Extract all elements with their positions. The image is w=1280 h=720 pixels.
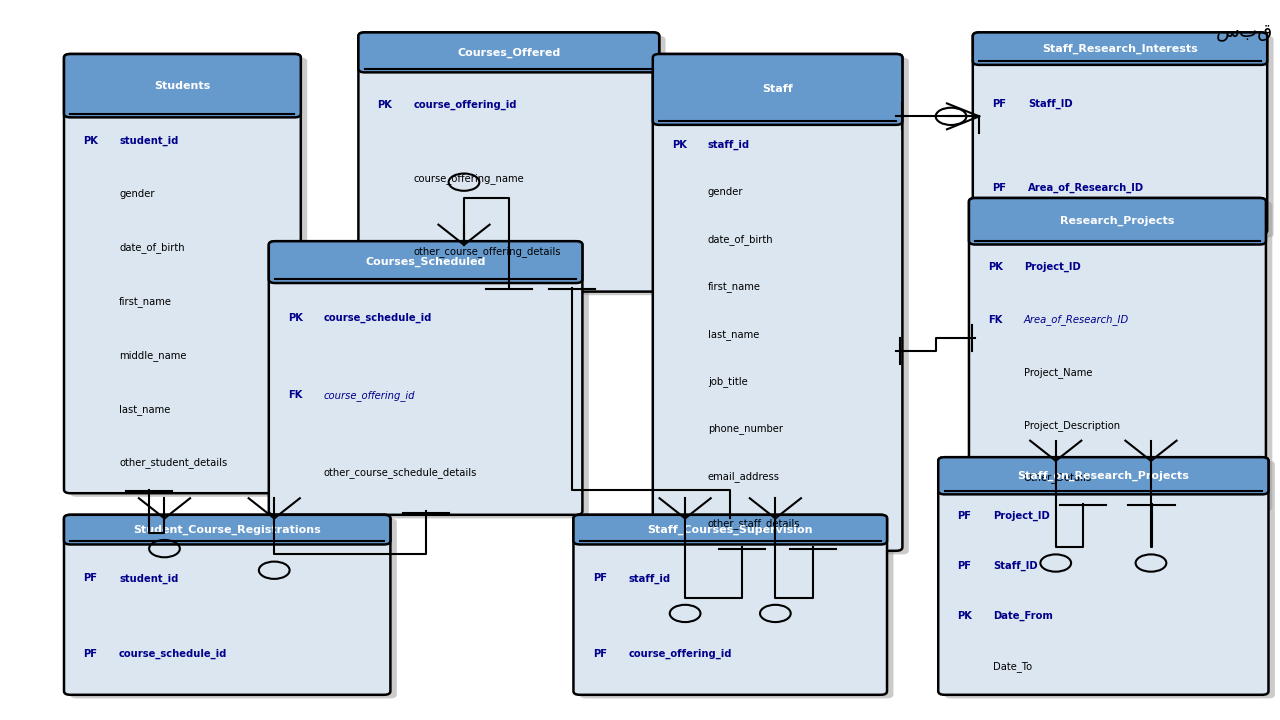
Text: job_title: job_title <box>708 376 748 387</box>
Text: PF: PF <box>957 561 972 571</box>
FancyBboxPatch shape <box>653 54 902 551</box>
Text: Courses_Offered: Courses_Offered <box>457 48 561 58</box>
Text: Staff_Research_Interests: Staff_Research_Interests <box>1042 43 1198 54</box>
Text: PF: PF <box>992 99 1006 109</box>
Text: Project_Description: Project_Description <box>1024 420 1120 431</box>
FancyBboxPatch shape <box>269 241 582 283</box>
Text: PK: PK <box>957 611 973 621</box>
Text: PK: PK <box>83 135 99 145</box>
Text: PF: PF <box>83 649 97 659</box>
FancyBboxPatch shape <box>938 457 1268 695</box>
Text: course_schedule_id: course_schedule_id <box>119 649 228 659</box>
Text: student_id: student_id <box>119 135 178 145</box>
FancyBboxPatch shape <box>973 32 1267 234</box>
Text: PK: PK <box>988 262 1004 272</box>
Text: other_staff_details: other_staff_details <box>708 518 800 529</box>
Text: FK: FK <box>288 390 302 400</box>
Text: Staff_Courses_Supervision: Staff_Courses_Supervision <box>648 524 813 535</box>
Text: PK: PK <box>672 140 687 150</box>
Text: last_name: last_name <box>119 404 170 415</box>
Text: Date_From: Date_From <box>993 611 1053 621</box>
Text: gender: gender <box>119 189 155 199</box>
FancyBboxPatch shape <box>945 461 1275 698</box>
Text: PF: PF <box>593 573 607 583</box>
Text: Research_Projects: Research_Projects <box>1060 216 1175 226</box>
FancyBboxPatch shape <box>365 36 666 295</box>
Text: Student_Course_Registrations: Student_Course_Registrations <box>133 524 321 535</box>
FancyBboxPatch shape <box>64 515 390 544</box>
Text: course_offering_id: course_offering_id <box>324 390 415 401</box>
Text: date_of_birth: date_of_birth <box>119 243 184 253</box>
Text: Area_of_Research_ID: Area_of_Research_ID <box>1028 183 1144 193</box>
Text: PK: PK <box>378 100 393 110</box>
Text: staff_id: staff_id <box>628 573 671 584</box>
Text: Project_ID: Project_ID <box>993 510 1050 521</box>
Text: Staff_on_Research_Projects: Staff_on_Research_Projects <box>1018 471 1189 481</box>
Text: first_name: first_name <box>119 296 172 307</box>
Text: PF: PF <box>957 510 972 521</box>
FancyBboxPatch shape <box>975 202 1272 511</box>
Text: PF: PF <box>83 573 97 583</box>
Text: Project_ID: Project_ID <box>1024 262 1080 272</box>
Text: other_course_schedule_details: other_course_schedule_details <box>324 467 477 478</box>
FancyBboxPatch shape <box>938 457 1268 495</box>
Text: date_of_birth: date_of_birth <box>708 234 773 245</box>
Text: staff_id: staff_id <box>708 140 750 150</box>
FancyBboxPatch shape <box>269 241 582 515</box>
FancyBboxPatch shape <box>979 36 1274 238</box>
FancyBboxPatch shape <box>653 54 902 125</box>
Text: course_schedule_id: course_schedule_id <box>324 313 433 323</box>
Text: PK: PK <box>288 313 303 323</box>
Text: gender: gender <box>708 187 744 197</box>
FancyBboxPatch shape <box>358 32 659 292</box>
FancyBboxPatch shape <box>969 198 1266 245</box>
Text: سبق: سبق <box>1216 22 1274 40</box>
FancyBboxPatch shape <box>573 515 887 695</box>
Text: other_course_offering_details: other_course_offering_details <box>413 246 561 257</box>
Text: middle_name: middle_name <box>119 350 187 361</box>
Text: course_offering_id: course_offering_id <box>628 649 732 659</box>
Text: Project_Name: Project_Name <box>1024 367 1093 378</box>
FancyBboxPatch shape <box>64 54 301 117</box>
FancyBboxPatch shape <box>358 32 659 73</box>
Text: Staff_ID: Staff_ID <box>1028 99 1073 109</box>
Text: Staff_ID: Staff_ID <box>993 561 1038 571</box>
FancyBboxPatch shape <box>64 54 301 493</box>
Text: course_offering_name: course_offering_name <box>413 173 525 184</box>
Text: Students: Students <box>155 81 210 91</box>
Text: Courses_Scheduled: Courses_Scheduled <box>365 257 486 267</box>
Text: Area_of_Research_ID: Area_of_Research_ID <box>1024 315 1129 325</box>
FancyBboxPatch shape <box>969 198 1266 508</box>
FancyBboxPatch shape <box>659 58 909 554</box>
Text: PF: PF <box>992 183 1006 193</box>
FancyBboxPatch shape <box>64 515 390 695</box>
Text: Date_To: Date_To <box>993 661 1033 672</box>
Text: PF: PF <box>593 649 607 659</box>
Text: phone_number: phone_number <box>708 423 783 434</box>
Text: Other_Details: Other_Details <box>1024 472 1092 483</box>
FancyBboxPatch shape <box>580 518 893 698</box>
Text: first_name: first_name <box>708 282 760 292</box>
Text: email_address: email_address <box>708 471 780 482</box>
Text: Staff: Staff <box>762 84 794 94</box>
Text: student_id: student_id <box>119 573 178 584</box>
Text: last_name: last_name <box>708 329 759 340</box>
Text: FK: FK <box>988 315 1002 325</box>
Text: other_student_details: other_student_details <box>119 457 228 468</box>
FancyBboxPatch shape <box>573 515 887 544</box>
Text: course_offering_id: course_offering_id <box>413 100 517 110</box>
FancyBboxPatch shape <box>275 245 589 518</box>
FancyBboxPatch shape <box>70 518 397 698</box>
FancyBboxPatch shape <box>973 32 1267 65</box>
FancyBboxPatch shape <box>70 58 307 497</box>
